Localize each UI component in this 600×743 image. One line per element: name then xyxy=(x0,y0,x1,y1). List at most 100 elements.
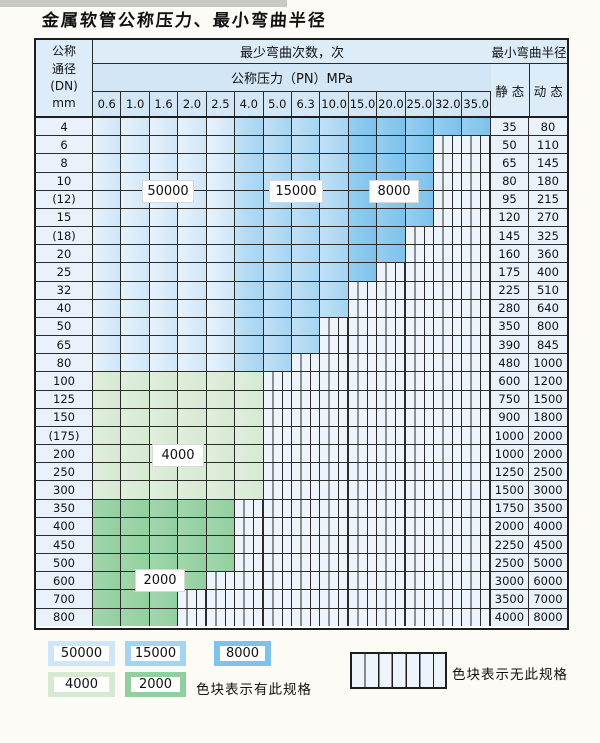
no-spec-cell xyxy=(434,281,463,299)
no-spec-swatch xyxy=(350,652,447,689)
pressure-col-header: 35.0 xyxy=(462,92,491,116)
spec-cell xyxy=(178,245,207,263)
no-spec-cell xyxy=(291,372,321,390)
no-spec-cell xyxy=(206,572,236,590)
no-spec-cell xyxy=(462,317,491,336)
spec-cell xyxy=(178,426,207,445)
spec-cell xyxy=(320,263,349,281)
dn-cell: 250 xyxy=(36,463,93,481)
legend-swatch-4000: 4000 xyxy=(48,672,115,697)
static-radius-cell: 2500 xyxy=(490,554,529,572)
dn-cell: (12) xyxy=(36,190,93,208)
table-row-dn-65: 65 390 845 xyxy=(36,336,567,355)
table-row-dn-80: 80 480 1000 xyxy=(36,354,567,373)
cycles-section-header: 最少弯曲次数，次 公称压力（PN）MPa 0.6 1.0 1.6 2.0 2.5 4.0 5… xyxy=(93,40,491,116)
spec-cell xyxy=(121,590,150,608)
spec-cell xyxy=(93,317,122,336)
spec-cell xyxy=(149,154,179,172)
no-spec-cell xyxy=(235,608,264,626)
legend-swatch-50000: 50000 xyxy=(48,641,115,666)
spec-cell xyxy=(320,154,349,172)
spec-cell xyxy=(178,390,207,408)
no-spec-cell xyxy=(377,499,406,517)
cycles-label-2000: 2000 xyxy=(135,569,185,592)
spec-cell xyxy=(206,154,236,172)
no-spec-cell xyxy=(405,463,435,481)
page-title: 金属软管公称压力、最小弯曲半径 xyxy=(41,11,328,31)
no-spec-cell xyxy=(377,481,406,499)
table-row-dn-125: 125 750 1500 xyxy=(36,390,567,409)
spec-cell xyxy=(405,136,435,154)
dynamic-radius-cell: 1200 xyxy=(528,372,567,390)
no-spec-cell xyxy=(320,408,349,426)
dynamic-radius-cell: 6000 xyxy=(528,572,567,590)
dynamic-radius-cell: 360 xyxy=(528,245,567,263)
no-spec-cell xyxy=(377,299,406,317)
spec-cell xyxy=(206,535,236,554)
spec-cell xyxy=(235,481,264,499)
static-radius-cell: 480 xyxy=(490,354,529,372)
spec-cell xyxy=(235,190,264,208)
dn-cell: 500 xyxy=(36,554,93,572)
no-spec-cell xyxy=(434,390,463,408)
table-row-dn-32: 32 225 510 xyxy=(36,281,567,300)
spec-cell xyxy=(93,408,122,426)
no-spec-cell xyxy=(235,517,264,535)
no-spec-cell xyxy=(263,517,292,535)
spec-table: 公称 通径 (DN) mm 最少弯曲次数，次 公称压力（PN）MPa 0.6 1.… xyxy=(34,38,569,630)
no-spec-cell xyxy=(263,572,292,590)
spec-cell xyxy=(263,299,292,317)
spec-cell xyxy=(320,245,349,263)
pressure-col-header: 6.3 xyxy=(291,92,321,116)
min-bend-cycles-header: 最少弯曲次数，次 xyxy=(93,40,491,64)
no-spec-cell xyxy=(405,590,435,608)
dynamic-radius-cell: 845 xyxy=(528,336,567,354)
dn-cell: 350 xyxy=(36,499,93,517)
legend-swatch-8000: 8000 xyxy=(214,641,271,666)
spec-cell xyxy=(178,463,207,481)
static-radius-cell: 1000 xyxy=(490,426,529,445)
no-spec-cell xyxy=(377,463,406,481)
no-spec-cell xyxy=(348,354,378,372)
no-spec-cell xyxy=(291,426,321,445)
no-spec-cell xyxy=(462,426,491,445)
pressure-col-header: 32.0 xyxy=(434,92,463,116)
no-spec-cell xyxy=(178,608,207,626)
no-spec-cell xyxy=(320,390,349,408)
no-spec-cell xyxy=(434,445,463,463)
spec-cell xyxy=(178,336,207,354)
no-spec-cell xyxy=(320,572,349,590)
dn-cell: 125 xyxy=(36,390,93,408)
spec-cell xyxy=(121,517,150,535)
dn-header-line: (DN) xyxy=(50,79,78,93)
dynamic-radius-cell: 1000 xyxy=(528,354,567,372)
no-spec-cell xyxy=(348,426,378,445)
no-spec-cell xyxy=(434,263,463,281)
spec-cell xyxy=(235,172,264,190)
pressure-col-header: 0.6 xyxy=(93,92,122,116)
spec-cell xyxy=(121,118,150,136)
dn-cell: 40 xyxy=(36,299,93,317)
legend-swatch-15000: 15000 xyxy=(125,641,186,666)
dynamic-radius-cell: 215 xyxy=(528,190,567,208)
no-spec-cell xyxy=(320,317,349,336)
spec-cell xyxy=(405,154,435,172)
no-spec-cell xyxy=(377,317,406,336)
no-spec-cell xyxy=(235,499,264,517)
spec-cell xyxy=(149,590,179,608)
table-row-dn-4: 4 35 80 xyxy=(36,118,567,137)
no-spec-cell xyxy=(434,245,463,263)
no-spec-cell xyxy=(291,608,321,626)
pressure-col-header: 2.5 xyxy=(206,92,236,116)
spec-cell xyxy=(93,590,122,608)
no-spec-cell xyxy=(348,517,378,535)
dynamic-radius-cell: 400 xyxy=(528,263,567,281)
dn-cell: 400 xyxy=(36,517,93,535)
no-spec-cell xyxy=(462,463,491,481)
no-spec-cell xyxy=(434,372,463,390)
spec-cell xyxy=(178,154,207,172)
spec-cell xyxy=(121,463,150,481)
spec-cell xyxy=(121,445,150,463)
spec-cell xyxy=(121,372,150,390)
dynamic-radius-cell: 110 xyxy=(528,136,567,154)
